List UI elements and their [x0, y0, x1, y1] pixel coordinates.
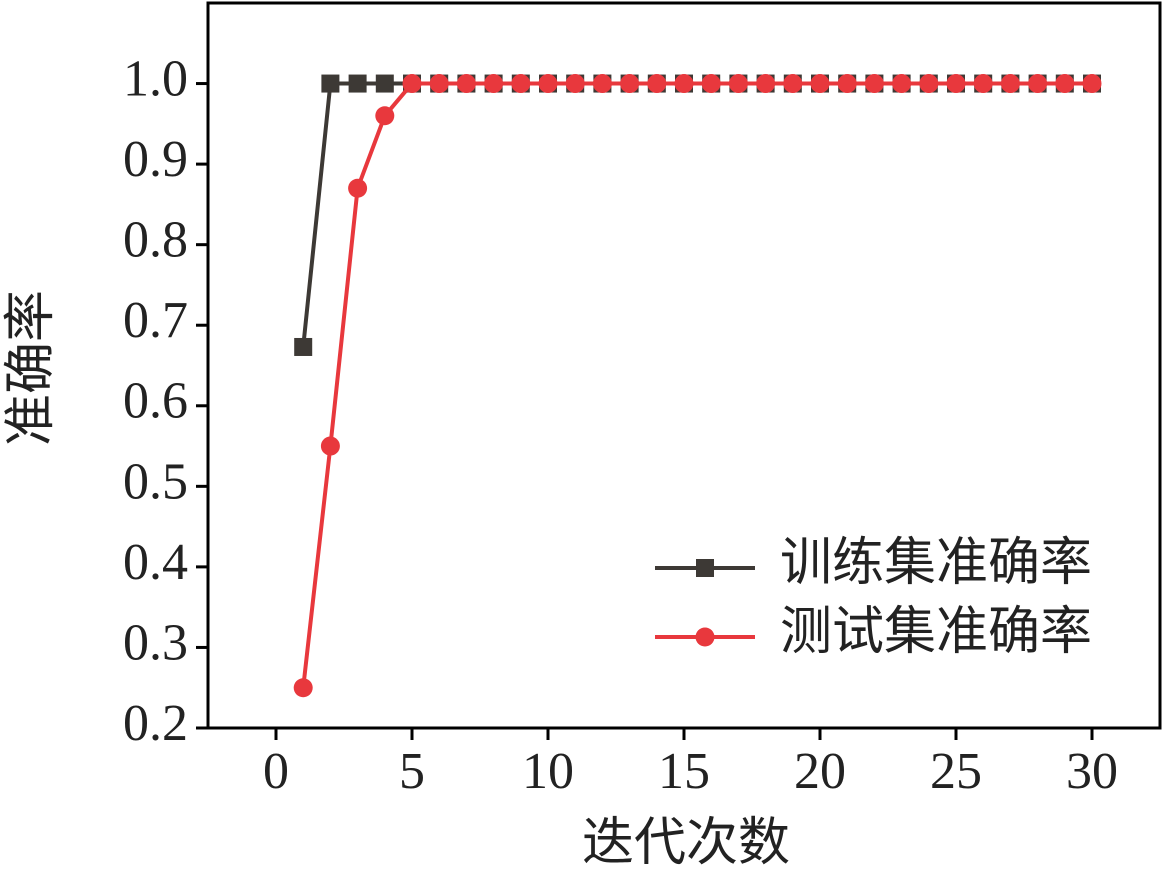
y-tick-label: 0.5 [123, 453, 188, 510]
y-tick-label: 0.6 [123, 373, 188, 430]
data-point [538, 74, 558, 94]
data-point [456, 74, 476, 94]
data-point [1082, 74, 1102, 94]
legend-label: 测试集准确率 [780, 604, 1092, 661]
data-point [293, 678, 313, 698]
data-point [728, 74, 748, 94]
series-line [301, 81, 1092, 688]
data-point [321, 74, 340, 93]
data-point [892, 74, 912, 94]
x-tick-label: 30 [1066, 743, 1118, 800]
x-axis-label: 迭代次数 [582, 815, 790, 872]
data-point [973, 74, 993, 94]
data-point [701, 74, 721, 94]
data-point [864, 74, 884, 94]
data-point [375, 106, 395, 126]
x-tick-label: 25 [930, 743, 982, 800]
legend-marker [696, 559, 714, 577]
data-point [294, 337, 313, 356]
data-point [946, 74, 966, 94]
data-point [348, 178, 368, 198]
y-tick-label: 0.3 [123, 614, 188, 671]
data-point [1028, 74, 1048, 94]
data-point [402, 74, 422, 94]
data-point [919, 74, 939, 94]
x-tick-label: 0 [263, 743, 289, 800]
data-point [1055, 74, 1075, 94]
data-point [674, 74, 694, 94]
data-point [647, 74, 667, 94]
x-tick-label: 10 [522, 743, 574, 800]
data-point [620, 74, 640, 94]
data-point [810, 74, 830, 94]
data-point [565, 74, 585, 94]
legend-label: 训练集准确率 [780, 535, 1092, 592]
data-point [592, 74, 612, 94]
y-tick-label: 0.8 [123, 212, 188, 269]
data-point [511, 74, 531, 94]
y-tick-label: 0.7 [123, 292, 188, 349]
y-tick-label: 0.4 [123, 534, 188, 591]
data-point [375, 74, 394, 93]
y-tick-label: 1.0 [123, 50, 188, 107]
series-line [301, 81, 1092, 348]
x-tick-label: 20 [794, 743, 846, 800]
data-point [783, 74, 803, 94]
data-point [429, 74, 449, 94]
data-point [756, 74, 776, 94]
data-point [1000, 74, 1020, 94]
data-point [837, 74, 857, 94]
legend-marker [695, 627, 715, 647]
y-tick-label: 0.2 [123, 695, 188, 752]
y-axis-label: 准确率 [3, 290, 60, 446]
data-point [320, 436, 340, 456]
data-point [484, 74, 504, 94]
x-tick-label: 5 [399, 743, 425, 800]
x-tick-label: 15 [658, 743, 710, 800]
y-tick-label: 0.9 [123, 131, 188, 188]
data-point [348, 74, 367, 93]
